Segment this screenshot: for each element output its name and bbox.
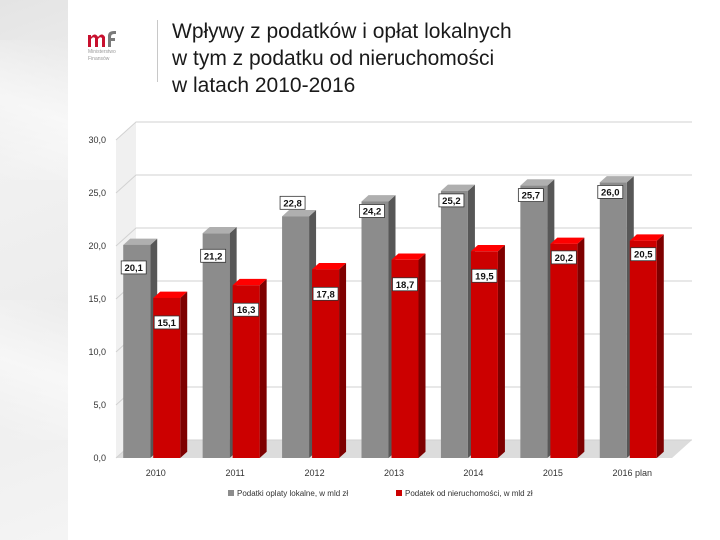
data-label-box bbox=[200, 248, 227, 263]
bar-property-tax-2016-plan bbox=[629, 240, 657, 458]
gridline bbox=[115, 121, 692, 141]
side-stripe bbox=[0, 40, 68, 180]
bar-side bbox=[259, 278, 267, 458]
data-label: 21,2 bbox=[204, 251, 223, 262]
bar-local-taxes-2012 bbox=[282, 216, 310, 458]
data-label: 18,7 bbox=[396, 280, 415, 291]
legend-swatch bbox=[396, 490, 402, 496]
data-label: 19,5 bbox=[475, 271, 494, 282]
bar-local-taxes-2013 bbox=[361, 201, 389, 459]
bar-local-taxes-2016-plan bbox=[599, 182, 627, 458]
bar-top bbox=[123, 238, 158, 245]
bar-property-tax-2015 bbox=[550, 243, 578, 458]
data-label: 24,2 bbox=[363, 206, 382, 217]
data-label-box bbox=[597, 184, 624, 199]
logo-text-line: Finansów bbox=[88, 56, 110, 62]
x-tick-label: 2011 bbox=[225, 468, 244, 478]
data-label: 16,3 bbox=[237, 305, 256, 316]
bar-top bbox=[391, 253, 426, 260]
ministry-logo-text: Ministerstwo Finansów bbox=[88, 49, 158, 63]
gridline bbox=[115, 227, 692, 247]
bar-top bbox=[312, 263, 347, 270]
logo-text-line: Ministerstwo bbox=[88, 49, 116, 55]
y-tick-label: 25,0 bbox=[88, 188, 106, 198]
data-label: 15,1 bbox=[157, 318, 176, 329]
data-label: 25,2 bbox=[442, 196, 461, 207]
data-label: 17,8 bbox=[316, 289, 335, 300]
data-label: 25,7 bbox=[522, 191, 541, 202]
bar-top bbox=[232, 278, 267, 286]
ministry-logo-mark-icon bbox=[88, 31, 116, 47]
legend-swatch bbox=[228, 490, 234, 496]
data-label: 22,8 bbox=[283, 198, 302, 209]
bar-property-tax-2013 bbox=[391, 259, 419, 458]
x-tick-label: 2010 bbox=[146, 468, 166, 478]
bar-top bbox=[629, 234, 664, 241]
x-tick-label: 2012 bbox=[305, 468, 325, 478]
data-label: 20,5 bbox=[634, 250, 653, 261]
bar-local-taxes-2015 bbox=[520, 185, 548, 458]
side-decoration-band bbox=[0, 0, 68, 540]
bar-top bbox=[202, 226, 237, 234]
bar-top bbox=[282, 210, 317, 217]
data-label-box bbox=[359, 204, 385, 218]
bar-local-taxes-2010 bbox=[123, 244, 151, 458]
data-label-box bbox=[517, 188, 544, 202]
y-tick-label: 15,0 bbox=[88, 294, 106, 304]
data-label-box bbox=[438, 193, 465, 208]
data-label-box bbox=[392, 277, 418, 292]
data-label-box bbox=[312, 286, 339, 301]
legend-entry: Podatek od nieruchomości, w mld zł bbox=[405, 489, 533, 498]
data-label-box bbox=[550, 250, 577, 265]
title-line: w latach 2010-2016 bbox=[172, 74, 356, 97]
bar-side bbox=[577, 237, 585, 458]
data-label-box bbox=[471, 268, 498, 283]
data-label: 20,2 bbox=[555, 253, 574, 264]
ministry-logo: Ministerstwo Finansów bbox=[86, 28, 146, 68]
x-tick-label: 2015 bbox=[543, 468, 563, 478]
bar-top bbox=[361, 195, 396, 202]
title-line: w tym z podatku od nieruchomości bbox=[172, 47, 495, 70]
x-tick-label: 2016 plan bbox=[613, 468, 653, 478]
title-line: Wpływy z podatków i opłat lokalnych bbox=[172, 20, 512, 43]
bar-top bbox=[520, 179, 555, 186]
bar-top bbox=[440, 184, 475, 191]
bar-side bbox=[180, 291, 188, 458]
y-tick-label: 0,0 bbox=[93, 453, 106, 463]
y-tick-label: 20,0 bbox=[88, 241, 106, 251]
bar-top bbox=[550, 237, 585, 244]
x-tick-label: 2014 bbox=[463, 468, 483, 478]
bar-property-tax-2014 bbox=[470, 251, 498, 458]
data-label-box bbox=[120, 260, 147, 275]
page-title: Wpływy z podatków i opłat lokalnych w ty… bbox=[172, 18, 692, 99]
bar-top bbox=[599, 176, 634, 183]
data-label-box bbox=[233, 302, 260, 317]
bar-local-taxes-2011 bbox=[202, 233, 230, 458]
data-label-box bbox=[153, 315, 180, 330]
y-tick-label: 10,0 bbox=[88, 347, 106, 357]
side-stripe bbox=[0, 300, 68, 440]
bar-side bbox=[656, 234, 664, 458]
bar-local-taxes-2014 bbox=[440, 190, 468, 458]
bar-side bbox=[339, 263, 347, 458]
bar-top bbox=[153, 291, 188, 298]
legend-entry: Podatki oplaty lokalne, w mld zł bbox=[237, 489, 348, 498]
bar-side bbox=[497, 245, 505, 458]
y-tick-label: 30,0 bbox=[88, 135, 106, 145]
header-divider bbox=[157, 20, 158, 82]
x-tick-label: 2013 bbox=[384, 468, 404, 478]
bar-property-tax-2012 bbox=[312, 269, 340, 458]
bar-side bbox=[418, 253, 426, 458]
data-label-box bbox=[279, 195, 306, 210]
data-label: 20,1 bbox=[124, 263, 143, 274]
gridline bbox=[115, 174, 692, 194]
bar-top bbox=[470, 245, 505, 252]
y-tick-label: 5,0 bbox=[93, 400, 106, 410]
data-label-box bbox=[630, 247, 657, 262]
data-label: 26,0 bbox=[601, 187, 620, 198]
